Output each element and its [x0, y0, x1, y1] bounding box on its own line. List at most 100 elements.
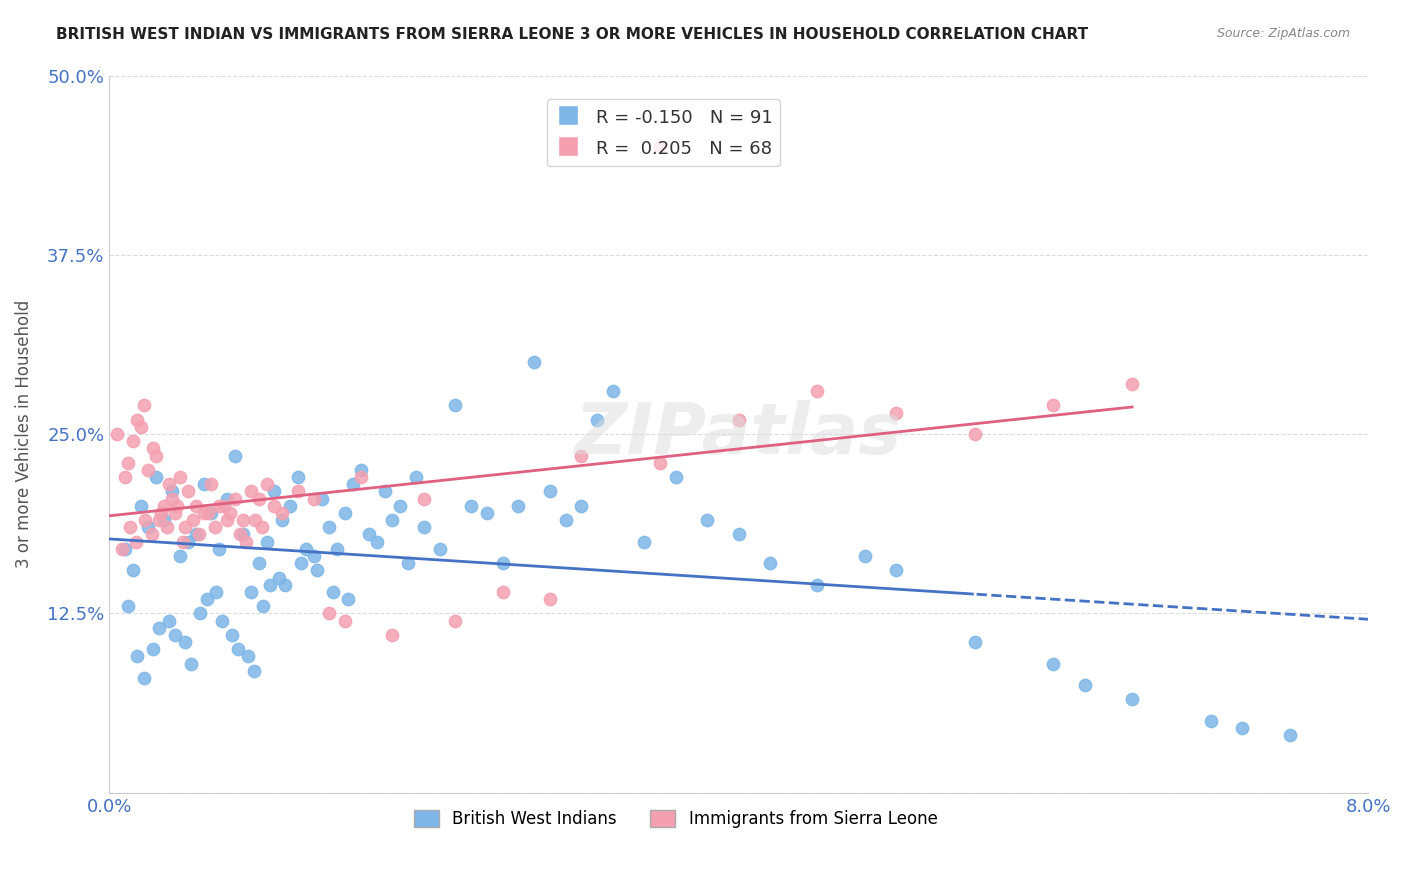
Point — [357, 527, 380, 541]
Point — [311, 491, 333, 506]
Point — [350, 463, 373, 477]
Point — [208, 541, 231, 556]
Point — [491, 585, 513, 599]
Point — [305, 563, 328, 577]
Point — [165, 506, 187, 520]
Point — [381, 628, 404, 642]
Point — [165, 628, 187, 642]
Point — [806, 577, 828, 591]
Point — [129, 499, 152, 513]
Point — [727, 413, 749, 427]
Point — [229, 527, 252, 541]
Point — [696, 513, 718, 527]
Point — [963, 427, 986, 442]
Point — [177, 534, 200, 549]
Point — [256, 477, 278, 491]
Point — [727, 527, 749, 541]
Point — [235, 534, 257, 549]
Point — [187, 527, 209, 541]
Point — [105, 427, 128, 442]
Point — [117, 599, 139, 614]
Point — [224, 491, 246, 506]
Point — [138, 463, 160, 477]
Point — [538, 484, 561, 499]
Point — [1042, 398, 1064, 412]
Point — [602, 384, 624, 398]
Point — [302, 491, 325, 506]
Point — [114, 470, 136, 484]
Point — [648, 456, 671, 470]
Point — [274, 577, 297, 591]
Point — [429, 541, 451, 556]
Point — [389, 499, 412, 513]
Point — [247, 556, 270, 570]
Point — [169, 470, 191, 484]
Point — [232, 513, 254, 527]
Point — [145, 470, 167, 484]
Point — [269, 570, 291, 584]
Point — [118, 520, 141, 534]
Point — [1121, 692, 1143, 706]
Point — [405, 470, 427, 484]
Point — [132, 398, 155, 412]
Point — [190, 607, 212, 621]
Point — [1121, 376, 1143, 391]
Point — [263, 499, 285, 513]
Point — [148, 621, 170, 635]
Point — [1199, 714, 1222, 728]
Point — [538, 592, 561, 607]
Point — [335, 506, 357, 520]
Point — [129, 420, 152, 434]
Point — [287, 470, 309, 484]
Point — [153, 513, 176, 527]
Text: ZIPatlas: ZIPatlas — [575, 400, 903, 468]
Point — [963, 635, 986, 649]
Point — [665, 470, 688, 484]
Point — [138, 520, 160, 534]
Point — [318, 520, 340, 534]
Point — [145, 449, 167, 463]
Point — [193, 477, 215, 491]
Point — [366, 534, 388, 549]
Point — [554, 513, 576, 527]
Point — [219, 506, 242, 520]
Point — [475, 506, 498, 520]
Point — [256, 534, 278, 549]
Point — [523, 355, 546, 369]
Point — [211, 614, 233, 628]
Point — [252, 599, 274, 614]
Point — [134, 513, 156, 527]
Point — [195, 592, 218, 607]
Point — [125, 534, 148, 549]
Point — [806, 384, 828, 398]
Point — [205, 585, 228, 599]
Point — [263, 484, 285, 499]
Point — [374, 484, 396, 499]
Point — [444, 614, 467, 628]
Point — [208, 499, 231, 513]
Point — [250, 520, 273, 534]
Point — [221, 628, 243, 642]
Point — [204, 520, 226, 534]
Point — [278, 499, 301, 513]
Point — [127, 413, 149, 427]
Point — [232, 527, 254, 541]
Point — [224, 449, 246, 463]
Point — [142, 642, 165, 657]
Point — [160, 484, 183, 499]
Point — [132, 671, 155, 685]
Point — [243, 664, 266, 678]
Point — [586, 413, 609, 427]
Text: BRITISH WEST INDIAN VS IMMIGRANTS FROM SIERRA LEONE 3 OR MORE VEHICLES IN HOUSEH: BRITISH WEST INDIAN VS IMMIGRANTS FROM S… — [56, 27, 1088, 42]
Point — [156, 520, 179, 534]
Point — [150, 506, 173, 520]
Point — [259, 577, 281, 591]
Point — [160, 491, 183, 506]
Point — [173, 520, 195, 534]
Point — [117, 456, 139, 470]
Point — [381, 513, 404, 527]
Point — [193, 506, 215, 520]
Point — [290, 556, 312, 570]
Point — [460, 499, 482, 513]
Point — [491, 556, 513, 570]
